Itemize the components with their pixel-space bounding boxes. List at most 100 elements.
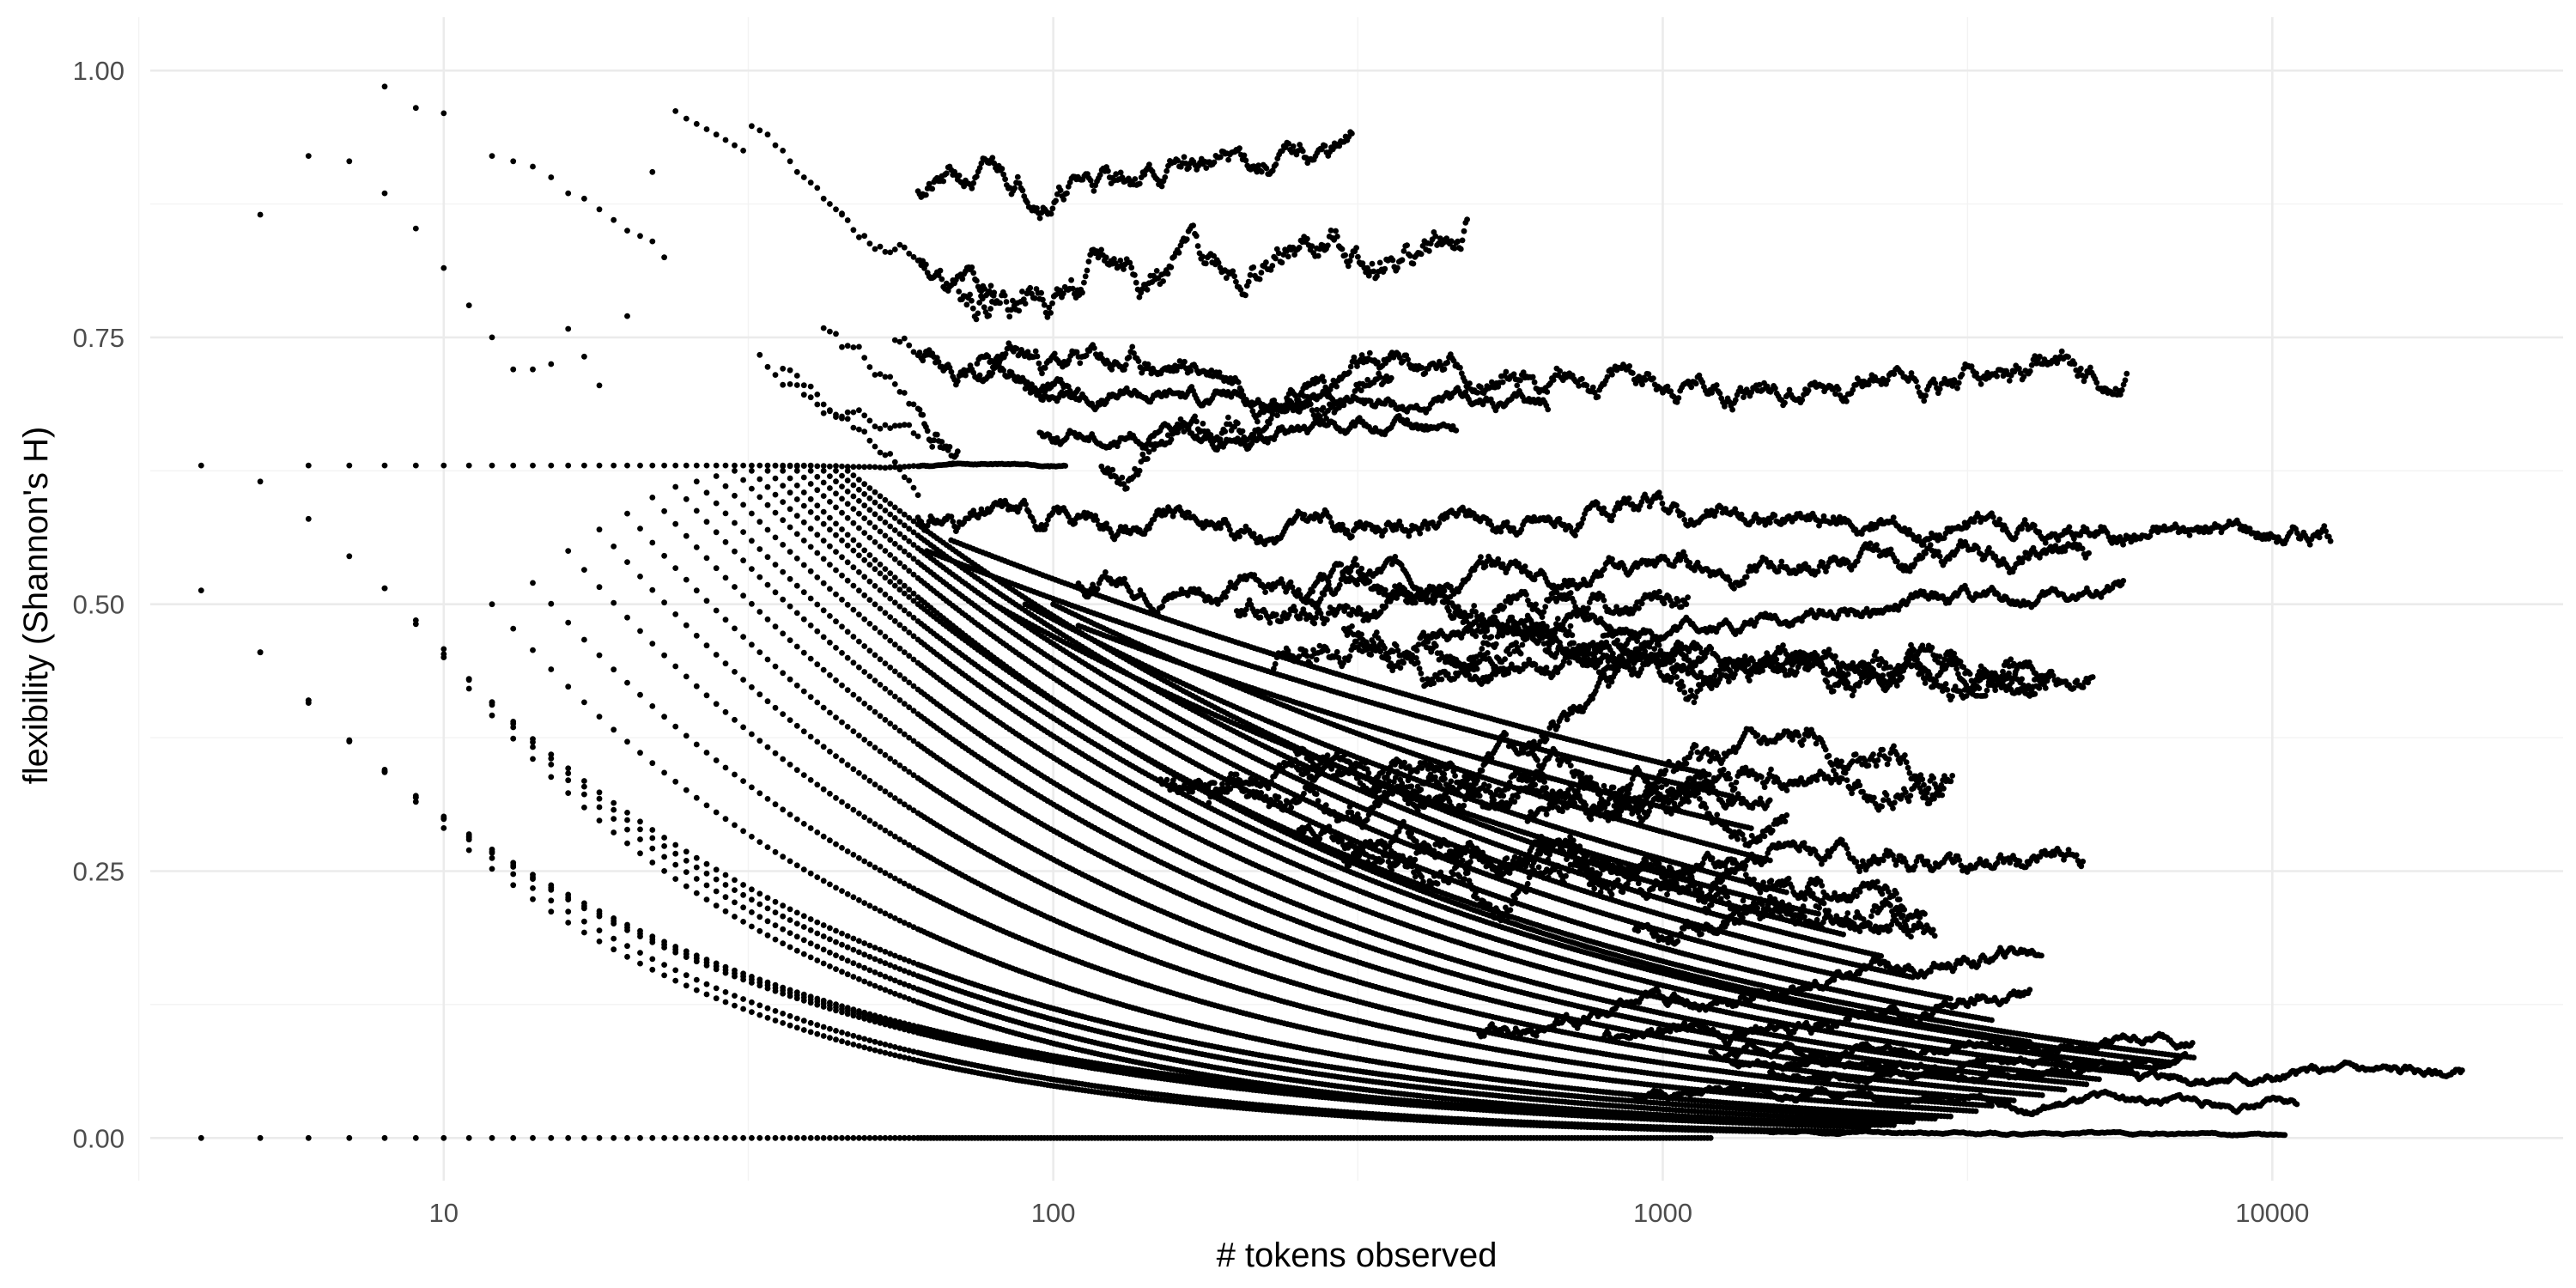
series-13-point xyxy=(704,642,710,648)
series-12-point xyxy=(581,567,587,573)
series-12-point xyxy=(714,701,720,707)
series-10-point xyxy=(624,738,630,744)
series-12-point xyxy=(833,795,839,801)
series-4-point xyxy=(749,909,755,915)
series-3-point xyxy=(704,896,710,902)
series-0-point xyxy=(794,1135,800,1141)
series-3-point xyxy=(597,817,603,823)
series-8-point xyxy=(661,942,667,948)
series-8-point xyxy=(851,1010,857,1016)
series-0-point xyxy=(672,1135,678,1141)
series-11-point xyxy=(704,750,710,756)
series-2-point xyxy=(661,962,667,968)
series-3-point xyxy=(839,969,845,975)
series-2-point xyxy=(510,872,516,878)
series-11-point xyxy=(597,653,603,659)
series-2-point xyxy=(581,919,587,925)
series-5-point xyxy=(878,958,884,964)
series-12-point xyxy=(704,692,710,698)
series-0-point xyxy=(883,1135,889,1141)
series-8-point xyxy=(732,970,738,976)
series-13-point xyxy=(794,723,800,729)
series-9-point xyxy=(611,800,617,806)
series-0-point xyxy=(530,1135,536,1141)
series-2-point xyxy=(624,943,630,949)
series-2-point xyxy=(704,981,710,987)
series-8-point xyxy=(756,980,762,986)
series-4-point xyxy=(723,894,729,900)
series-3-point xyxy=(861,979,867,985)
series-3-point xyxy=(714,902,720,908)
series-5-point xyxy=(740,892,746,898)
series-12-point xyxy=(683,674,690,680)
series-13-point xyxy=(872,781,878,787)
series-1-point xyxy=(749,1009,755,1015)
series-13-point xyxy=(611,544,617,550)
series-4-point xyxy=(694,876,700,882)
series-1-point xyxy=(883,1050,889,1056)
series-13-point xyxy=(801,728,807,734)
series-4-point xyxy=(565,777,571,783)
series-3-point xyxy=(694,890,700,896)
series-9-point xyxy=(827,925,833,931)
series-3-point xyxy=(581,805,587,811)
series-0-point xyxy=(198,1135,204,1141)
series-1-point xyxy=(787,1023,793,1029)
series-1-point xyxy=(581,930,587,936)
series-5-point xyxy=(814,931,820,937)
series-3-point xyxy=(856,976,862,982)
series-4-point xyxy=(801,937,807,943)
series-1-point xyxy=(765,1015,771,1021)
series-13-point xyxy=(878,785,884,791)
series-9-point xyxy=(714,866,720,872)
series-5-point xyxy=(672,851,678,857)
series-8-point xyxy=(808,997,814,1003)
series-12-point xyxy=(814,782,820,788)
series-9-point xyxy=(878,947,884,953)
series-3-point xyxy=(649,860,655,866)
series-11-point xyxy=(530,580,536,586)
series-11-point xyxy=(740,778,746,784)
series-13-point xyxy=(597,526,603,532)
series-13-point xyxy=(773,705,779,711)
series-0-point xyxy=(765,1135,771,1141)
series-3-point xyxy=(867,981,873,987)
series-12-point xyxy=(839,799,845,805)
series-12-point xyxy=(765,744,771,750)
series-11-point xyxy=(814,829,820,835)
series-0-point xyxy=(861,1135,867,1141)
series-11-point xyxy=(756,790,762,796)
series-8-point xyxy=(821,1000,827,1006)
series-2-point xyxy=(794,1016,800,1022)
series-4-point xyxy=(883,974,889,980)
series-9-point xyxy=(749,886,755,892)
series-10-point xyxy=(672,779,678,785)
series-5-point xyxy=(787,917,793,923)
series-0-point xyxy=(808,1135,814,1141)
series-7-point xyxy=(1815,1122,1821,1128)
series-13-point xyxy=(856,770,862,776)
series-10-point xyxy=(867,902,873,908)
series-5-point xyxy=(839,942,845,948)
series-8-point xyxy=(565,895,571,901)
series-1-point xyxy=(649,967,655,973)
series-3-point xyxy=(565,790,571,796)
series-0-point xyxy=(780,1135,786,1141)
series-0-point xyxy=(756,1135,762,1141)
series-12-point xyxy=(624,615,630,621)
series-8-point xyxy=(683,951,690,957)
series-9-point xyxy=(565,765,571,771)
series-3-point xyxy=(833,966,839,972)
series-11-point xyxy=(872,865,878,871)
series-1-point xyxy=(637,961,643,967)
series-3-point xyxy=(672,876,678,882)
series-5-point xyxy=(856,950,862,956)
series-2-point xyxy=(861,1036,867,1042)
series-5-point xyxy=(861,951,867,957)
series-2-point xyxy=(765,1005,771,1012)
series-10-point xyxy=(749,834,755,840)
series-1-point xyxy=(489,866,495,872)
series-13-point xyxy=(814,739,820,745)
series-2-point xyxy=(867,1037,873,1043)
series-11-point xyxy=(765,796,771,802)
